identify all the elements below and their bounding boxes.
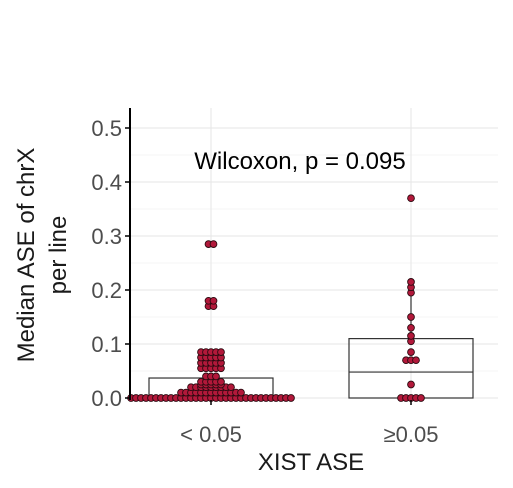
y-tick-label: 0.4 xyxy=(91,170,122,195)
data-point xyxy=(407,323,415,332)
data-point xyxy=(407,332,415,340)
y-axis-title-line-1: Median ASE of chrX xyxy=(13,148,40,363)
data-point xyxy=(227,383,235,392)
data-point xyxy=(209,240,218,248)
data-point xyxy=(237,388,245,397)
y-ticks: 0.0 0.1 0.2 0.3 0.4 0.5 xyxy=(91,116,130,411)
data-points xyxy=(127,194,425,402)
data-point xyxy=(209,296,218,305)
x-tick-label: ≥0.05 xyxy=(384,422,439,447)
x-axis-title: XIST ASE xyxy=(258,449,364,476)
data-point xyxy=(412,356,420,365)
data-point xyxy=(407,380,415,389)
data-point xyxy=(287,394,295,402)
x-tick-label: < 0.05 xyxy=(180,422,242,447)
data-point xyxy=(217,377,225,386)
data-point xyxy=(212,372,220,381)
data-point xyxy=(417,394,425,402)
y-tick-label: 0.0 xyxy=(91,386,122,411)
data-point xyxy=(407,348,415,356)
y-tick-label: 0.1 xyxy=(91,332,122,357)
data-point xyxy=(217,348,225,356)
data-point xyxy=(407,278,415,286)
y-tick-label: 0.5 xyxy=(91,116,122,141)
y-tick-label: 0.3 xyxy=(91,224,122,249)
data-point xyxy=(407,194,415,203)
y-tick-label: 0.2 xyxy=(91,278,122,303)
y-axis-title-line-2: per line xyxy=(45,216,72,295)
data-point xyxy=(407,313,415,321)
annotation-text: Wilcoxon, p = 0.095 xyxy=(194,148,405,175)
x-ticks: < 0.05 ≥0.05 xyxy=(180,400,438,447)
